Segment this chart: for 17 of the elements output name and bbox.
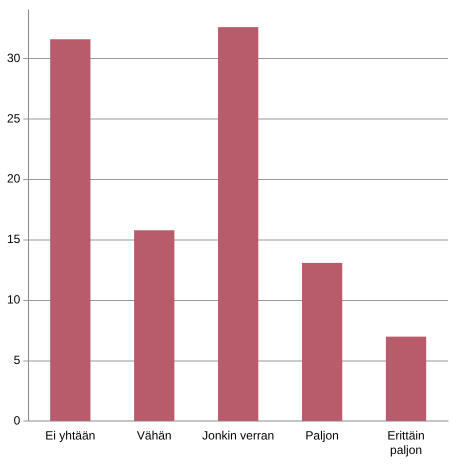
bar [302,262,342,421]
y-tick-label: 5 [14,353,21,368]
y-tick-label: 10 [6,292,21,307]
x-tick-label: Jonkin verran [202,428,274,443]
bar [386,336,426,421]
y-tick-label: 15 [6,232,21,246]
bar [50,39,90,421]
y-tick-label: 20 [6,172,21,186]
x-tick-label: Paljon [305,428,339,443]
x-tick-label: Erittäin paljon [387,428,425,458]
bar [218,27,258,421]
x-tick-label: Vähän [136,428,172,443]
x-tick-label: Ei yhtään [45,428,96,443]
y-tick-label: 30 [6,50,21,65]
y-tick-label: 0 [14,414,21,428]
bar [134,230,174,421]
y-tick-label: 25 [6,111,21,126]
